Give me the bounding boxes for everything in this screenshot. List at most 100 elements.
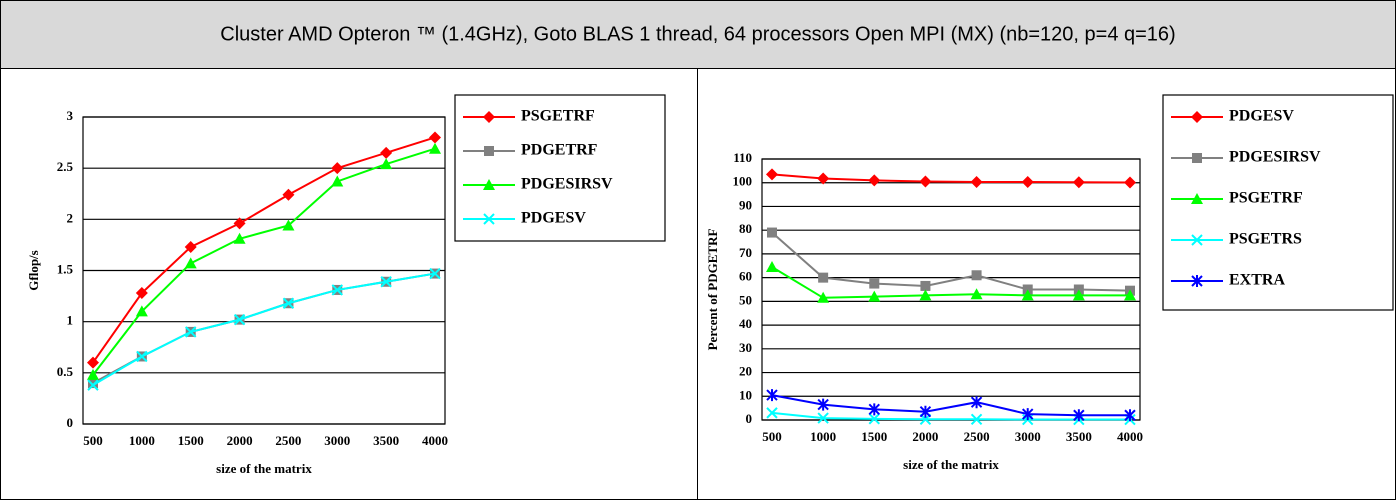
- legend-marker: [1192, 153, 1202, 163]
- legend-marker: [1191, 193, 1203, 204]
- legend-marker: [483, 179, 495, 190]
- y-tick-label: 2.5: [57, 159, 74, 174]
- marker: [185, 326, 197, 338]
- x-tick-label: 500: [762, 429, 782, 444]
- marker: [1073, 409, 1085, 422]
- marker: [282, 297, 295, 309]
- marker: [919, 175, 932, 188]
- y-tick-label: 90: [739, 197, 752, 212]
- y-tick-label: 100: [733, 174, 753, 189]
- y-tick-label: 30: [739, 340, 752, 355]
- marker: [766, 260, 778, 272]
- y-tick-label: 40: [739, 316, 752, 331]
- y-tick-label: 60: [739, 269, 752, 284]
- marker: [970, 288, 983, 300]
- legend-label: PDGETRF: [521, 142, 598, 159]
- marker: [1021, 289, 1034, 301]
- y-tick-label: 50: [739, 292, 752, 307]
- y-tick-label: 20: [739, 364, 752, 379]
- marker: [429, 267, 441, 280]
- x-tick-label: 4000: [422, 433, 448, 448]
- marker: [380, 146, 393, 159]
- x-axis-label: size of the matrix: [216, 461, 312, 476]
- x-tick-label: 1500: [861, 429, 887, 444]
- marker: [87, 368, 99, 380]
- marker: [817, 398, 829, 411]
- x-tick-label: 2000: [227, 433, 253, 448]
- x-tick-label: 500: [83, 433, 103, 448]
- marker: [1072, 176, 1085, 189]
- marker: [766, 389, 778, 402]
- marker: [1124, 176, 1136, 189]
- marker: [331, 284, 343, 296]
- x-tick-label: 3000: [1015, 429, 1041, 444]
- marker: [817, 412, 829, 424]
- marker: [1022, 408, 1034, 421]
- x-tick-label: 2500: [275, 433, 301, 448]
- y-tick-label: 110: [733, 150, 752, 165]
- marker: [88, 378, 98, 389]
- marker: [429, 131, 441, 144]
- marker: [87, 379, 99, 391]
- legend-marker: [1191, 111, 1203, 123]
- y-tick-label: 70: [739, 245, 752, 260]
- marker: [817, 291, 830, 303]
- marker: [184, 240, 197, 253]
- x-tick-label: 3500: [1066, 429, 1092, 444]
- marker: [429, 142, 441, 154]
- x-tick-label: 1500: [178, 433, 204, 448]
- legend-label: EXTRA: [1229, 272, 1285, 289]
- y-tick-label: 0: [746, 411, 753, 426]
- series-line: [92, 147, 436, 376]
- marker: [282, 188, 295, 201]
- legend-marker: [483, 213, 495, 225]
- x-tick-label: 1000: [129, 433, 155, 448]
- legend-marker: [483, 111, 495, 123]
- legend-label: PDGESV: [521, 210, 586, 227]
- marker: [868, 174, 881, 187]
- legend-marker: [1191, 275, 1203, 287]
- y-tick-label: 0.5: [57, 364, 74, 379]
- marker: [868, 290, 881, 302]
- x-axis-label: size of the matrix: [903, 457, 999, 472]
- legend-marker: [484, 146, 494, 156]
- series-line: [771, 173, 1131, 184]
- marker: [970, 396, 983, 409]
- marker: [233, 313, 246, 326]
- marker: [331, 175, 344, 187]
- y-tick-label: 10: [739, 387, 752, 402]
- marker: [869, 278, 880, 289]
- legend-label: PDGESIRSV: [1229, 149, 1321, 166]
- marker: [919, 405, 932, 418]
- legend-label: PSGETRF: [521, 108, 595, 125]
- series-line: [771, 266, 1130, 299]
- marker: [817, 172, 830, 185]
- series-line: [771, 394, 1130, 417]
- y-axis-label: Gflop/s: [26, 250, 41, 290]
- legend-label: PSGETRF: [1229, 190, 1303, 207]
- marker: [919, 289, 932, 301]
- marker: [282, 219, 295, 231]
- marker: [766, 407, 778, 419]
- legend-label: PDGESV: [1229, 108, 1294, 125]
- marker: [920, 280, 931, 291]
- y-tick-label: 2: [67, 210, 74, 225]
- y-tick-label: 0: [67, 415, 74, 430]
- marker: [970, 413, 983, 425]
- marker: [1072, 289, 1085, 301]
- x-tick-label: 2500: [964, 429, 990, 444]
- marker: [87, 356, 99, 369]
- legend-label: PDGESIRSV: [521, 176, 613, 193]
- legend-label: PSGETRS: [1229, 231, 1302, 248]
- marker: [818, 272, 829, 283]
- marker: [1021, 176, 1034, 189]
- x-tick-label: 3500: [373, 433, 399, 448]
- marker: [135, 287, 148, 300]
- marker: [233, 217, 246, 230]
- marker: [135, 305, 148, 317]
- marker: [1124, 289, 1136, 301]
- marker: [766, 168, 778, 181]
- series-line: [92, 136, 436, 364]
- x-tick-label: 1000: [810, 429, 836, 444]
